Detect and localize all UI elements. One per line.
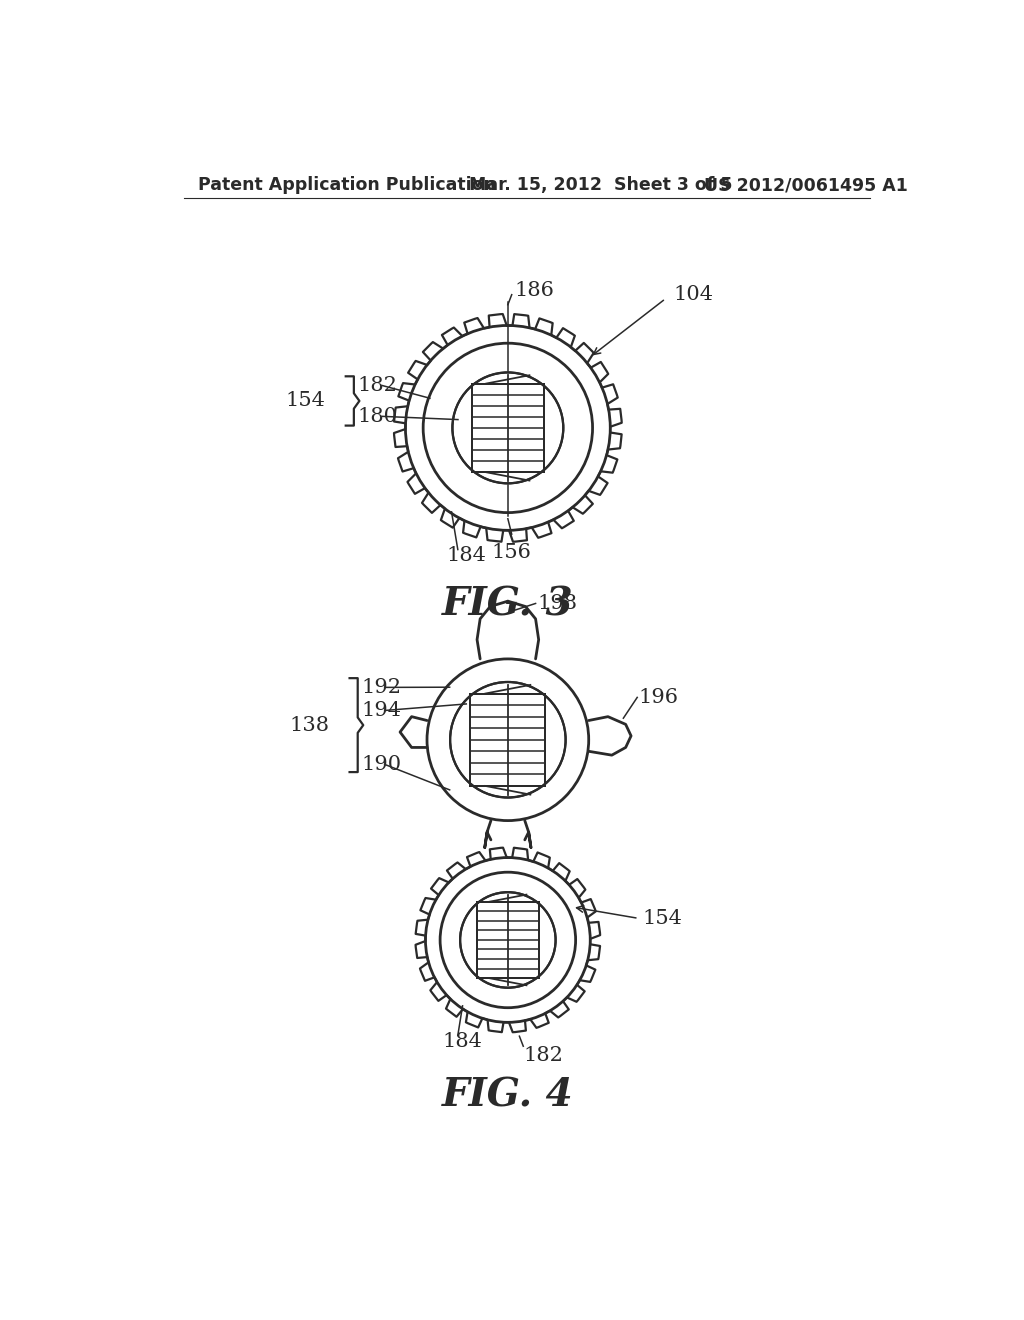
Text: 154: 154 (643, 909, 682, 928)
Text: US 2012/0061495 A1: US 2012/0061495 A1 (705, 177, 908, 194)
Text: 182: 182 (523, 1045, 563, 1065)
Text: 186: 186 (514, 281, 554, 301)
Text: 182: 182 (357, 376, 397, 395)
Text: 198: 198 (538, 594, 578, 612)
Text: FIG. 4: FIG. 4 (442, 1077, 573, 1114)
Text: 190: 190 (361, 755, 401, 774)
Text: 138: 138 (289, 717, 330, 735)
Text: Patent Application Publication: Patent Application Publication (199, 177, 497, 194)
Text: 156: 156 (492, 544, 531, 562)
Text: 184: 184 (442, 1032, 482, 1051)
Text: 184: 184 (446, 546, 486, 565)
Text: 104: 104 (674, 285, 714, 304)
Text: 192: 192 (361, 678, 401, 697)
Text: 196: 196 (639, 688, 679, 708)
Text: 194: 194 (361, 701, 401, 719)
Text: FIG. 3: FIG. 3 (442, 586, 573, 624)
Text: 154: 154 (286, 392, 326, 411)
Text: 180: 180 (357, 407, 397, 426)
Text: Mar. 15, 2012  Sheet 3 of 5: Mar. 15, 2012 Sheet 3 of 5 (469, 177, 733, 194)
